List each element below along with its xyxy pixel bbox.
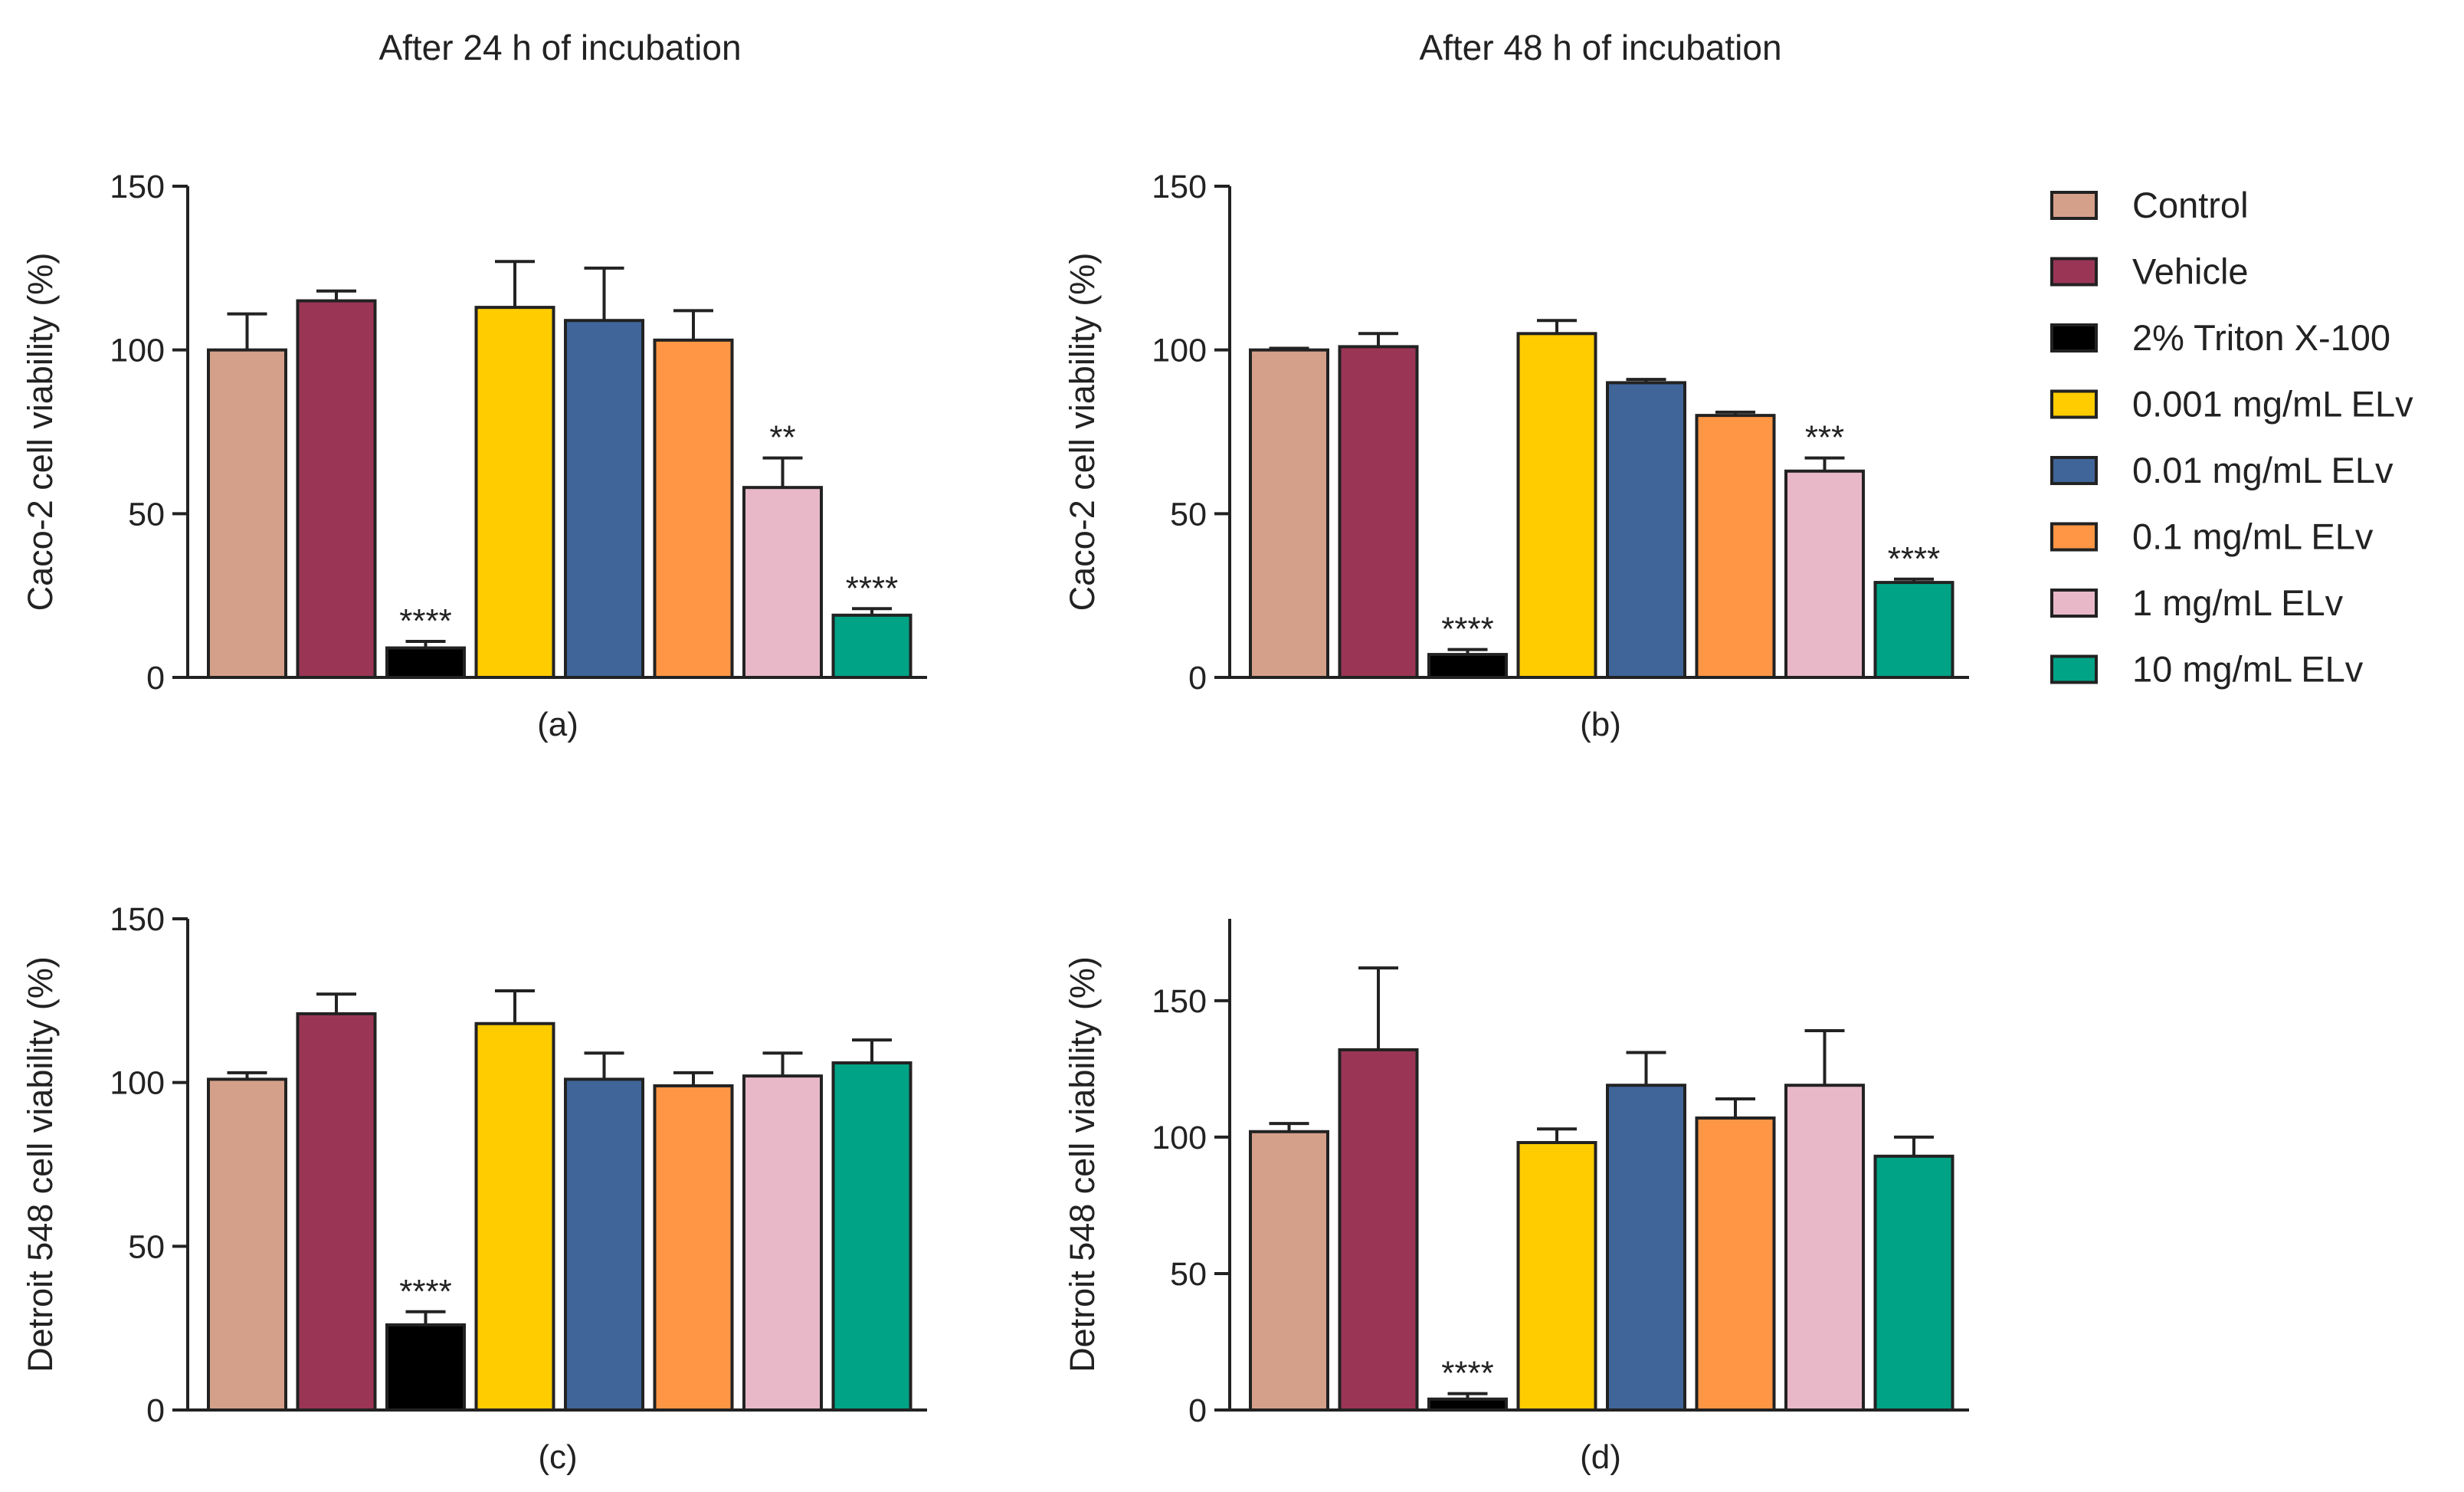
legend-item: 0.01 mg/mL ELv [2050, 450, 2394, 490]
y-axis-label: Caco-2 cell viability (%) [21, 253, 60, 612]
legend-label: 0.001 mg/mL ELv [2132, 384, 2413, 425]
legend-label: Vehicle [2132, 251, 2249, 292]
y-tick-label: 100 [110, 1065, 165, 1102]
bar-0-001-mg-ml-elv [1516, 332, 1597, 679]
legend-swatch [2050, 456, 2098, 485]
bar-0-01-mg-ml-elv [1606, 1084, 1686, 1412]
panel-label: (b) [1580, 706, 1621, 743]
legend-swatch [2050, 389, 2098, 419]
legend-swatch [2050, 257, 2098, 287]
y-axis-label: Detroit 548 cell viability (%) [21, 956, 60, 1372]
bar-control [207, 1077, 287, 1412]
bar-control [1249, 1130, 1329, 1412]
legend-swatch [2050, 522, 2098, 552]
bar-2-triton-x-100 [1427, 1397, 1508, 1412]
y-tick-label: 0 [146, 1392, 165, 1429]
bar-1-mg-ml-elv [1784, 469, 1865, 680]
bar-2-triton-x-100 [385, 646, 466, 679]
significance-label: **** [1441, 1355, 1494, 1392]
bar-1-mg-ml-elv [742, 1074, 823, 1412]
y-tick-label: 100 [1152, 333, 1207, 369]
legend-item: 2% Triton X-100 [2050, 317, 2390, 358]
y-tick-label: 150 [110, 169, 165, 205]
legend: Control Vehicle 2% Triton X-100 0.001 mg/mL… [2050, 185, 2413, 690]
col-title-24h: After 24 h of incubation [378, 28, 741, 67]
chart-panel-3: 0 50 100 150 Detroit 548 cell viability (%) (… [21, 901, 927, 1476]
significance-label: **** [846, 569, 899, 607]
significance-label: **** [399, 1273, 452, 1310]
legend-item: 0.1 mg/mL ELv [2050, 516, 2374, 557]
significance-label: **** [1441, 611, 1494, 648]
bar-10-mg-ml-elv [1873, 581, 1954, 679]
legend-swatch [2050, 191, 2098, 220]
bar-0-01-mg-ml-elv [564, 319, 644, 679]
bar-vehicle [296, 299, 377, 679]
y-tick-label: 100 [1152, 1120, 1207, 1156]
bar-2-triton-x-100 [1427, 653, 1508, 680]
legend-swatch [2050, 654, 2098, 684]
y-tick-label: 0 [146, 660, 165, 697]
panel-label: (d) [1580, 1438, 1621, 1476]
legend-item: Vehicle [2050, 251, 2249, 292]
bar-10-mg-ml-elv [1873, 1154, 1954, 1412]
bar-vehicle [1338, 345, 1419, 679]
legend-swatch [2050, 589, 2098, 618]
legend-label: 1 mg/mL ELv [2132, 582, 2344, 623]
bar-0-1-mg-ml-elv [1695, 414, 1776, 680]
significance-label: ** [769, 419, 795, 457]
legend-item: 1 mg/mL ELv [2050, 582, 2344, 623]
y-tick-label: 150 [1152, 169, 1207, 205]
y-tick-label: 50 [1170, 496, 1207, 533]
y-tick-label: 50 [128, 496, 165, 533]
bar-0-01-mg-ml-elv [564, 1077, 644, 1412]
legend-swatch [2050, 323, 2098, 353]
legend-label: 2% Triton X-100 [2132, 317, 2390, 358]
significance-label: *** [1805, 419, 1844, 457]
significance-label: **** [1888, 540, 1941, 578]
bar-0-1-mg-ml-elv [653, 338, 734, 679]
bar-0-1-mg-ml-elv [1695, 1116, 1776, 1412]
y-tick-label: 50 [1170, 1256, 1207, 1293]
legend-label: 10 mg/mL ELv [2132, 649, 2364, 690]
bar-0-001-mg-ml-elv [1516, 1141, 1597, 1412]
chart-panel-2: 0 50 100 150 Caco-2 cell viability (%) (b) ***… [1063, 169, 1969, 743]
bar-10-mg-ml-elv [831, 1061, 913, 1412]
y-tick-label: 50 [128, 1228, 165, 1265]
legend-item: Control [2050, 185, 2249, 225]
legend-item: 0.001 mg/mL ELv [2050, 384, 2413, 425]
bar-vehicle [1338, 1048, 1419, 1412]
bar-0-01-mg-ml-elv [1606, 381, 1686, 679]
y-tick-label: 0 [1188, 660, 1207, 697]
significance-label: **** [399, 602, 452, 640]
panel-label: (c) [538, 1438, 577, 1476]
bar-2-triton-x-100 [385, 1323, 466, 1412]
bar-0-1-mg-ml-elv [653, 1084, 734, 1412]
y-tick-label: 0 [1188, 1392, 1207, 1429]
y-tick-label: 100 [110, 333, 165, 369]
bar-1-mg-ml-elv [1784, 1084, 1865, 1412]
y-tick-label: 150 [1152, 983, 1207, 1020]
legend-label: 0.01 mg/mL ELv [2132, 450, 2394, 490]
bar-control [1249, 348, 1329, 679]
bar-0-001-mg-ml-elv [474, 306, 555, 679]
legend-label: 0.1 mg/mL ELv [2132, 516, 2374, 557]
panel-label: (a) [537, 706, 578, 743]
y-axis-label: Detroit 548 cell viability (%) [1063, 956, 1102, 1372]
bar-1-mg-ml-elv [742, 486, 823, 679]
bar-10-mg-ml-elv [831, 613, 913, 679]
legend-label: Control [2132, 185, 2249, 225]
bar-0-001-mg-ml-elv [474, 1021, 555, 1412]
y-axis-label: Caco-2 cell viability (%) [1063, 253, 1102, 612]
bar-vehicle [296, 1012, 377, 1412]
chart-panel-4: 0 50 100 150 Detroit 548 cell viability (%) (… [1063, 919, 1969, 1476]
col-title-48h: After 48 h of incubation [1419, 28, 1781, 67]
y-tick-label: 150 [110, 901, 165, 938]
bar-control [207, 348, 287, 679]
legend-item: 10 mg/mL ELv [2050, 649, 2364, 690]
